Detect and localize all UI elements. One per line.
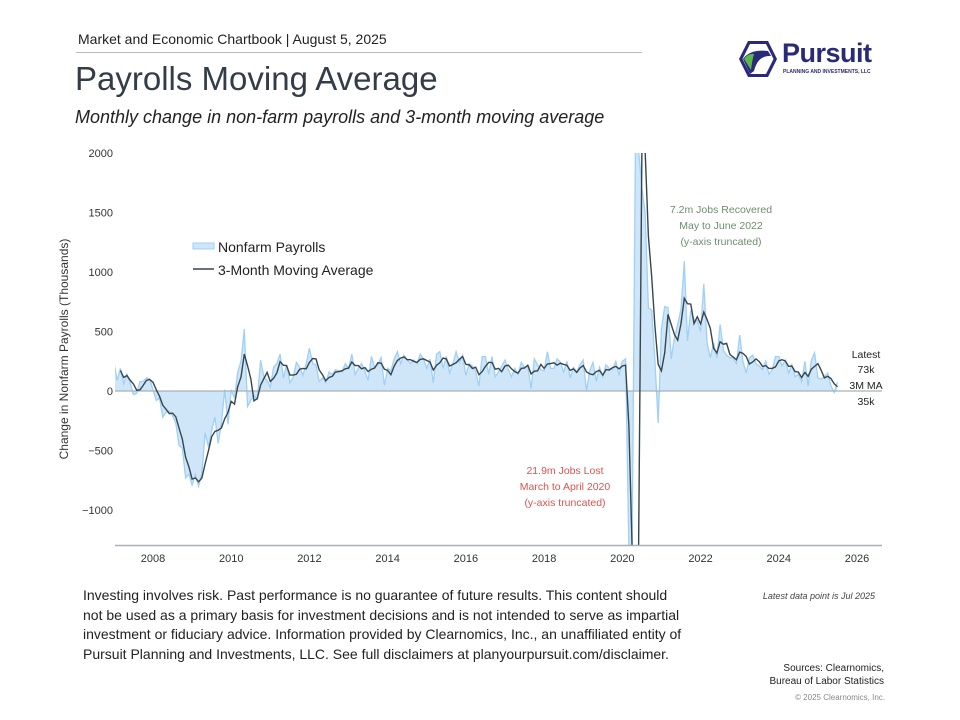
y-tick-label: −500 — [88, 446, 113, 458]
latest-data-note: Latest data point is Jul 2025 — [762, 591, 875, 601]
x-tick-label: 2014 — [375, 553, 399, 565]
legend-swatch-payrolls — [192, 242, 215, 250]
legend-label-ma: 3-Month Moving Average — [218, 262, 374, 278]
x-tick-label: 2026 — [845, 553, 869, 565]
data-points — [113, 152, 838, 546]
payrolls-chart: Change in Nonfarm Payrolls (Thousands) 2… — [57, 148, 883, 565]
annotation-lost-line2: March to April 2020 — [520, 481, 611, 493]
page-subtitle: Monthly change in non-farm payrolls and … — [75, 107, 605, 127]
header-divider — [76, 52, 642, 53]
annotation-recovered: 7.2m Jobs Recovered May to June 2022 (y-… — [670, 204, 772, 248]
x-tick-label: 2010 — [219, 553, 243, 565]
chartbook-header: Market and Economic Chartbook | August 5… — [78, 31, 387, 47]
legend-label-payrolls: Nonfarm Payrolls — [218, 239, 325, 255]
latest-value: 73k — [858, 364, 876, 376]
annotation-recovered-line1: 7.2m Jobs Recovered — [670, 204, 772, 216]
x-axis-ticks: 2008 2010 2012 2014 2016 2018 2020 2022 2024 2026 — [141, 553, 869, 565]
latest-ma-value: 35k — [858, 396, 876, 408]
legend: Nonfarm Payrolls 3-Month Moving Average — [192, 239, 374, 278]
sources-line-1: Sources: Clearnomics, — [783, 663, 884, 674]
annotation-recovered-line2: May to June 2022 — [679, 220, 763, 232]
x-tick-label: 2012 — [297, 553, 321, 565]
copyright: © 2025 Clearnomics, Inc. — [795, 693, 885, 702]
x-tick-label: 2018 — [532, 553, 556, 565]
moving-average-line — [119, 153, 838, 545]
x-tick-label: 2008 — [141, 553, 165, 565]
x-tick-label: 2022 — [688, 553, 712, 565]
y-axis-label: Change in Nonfarm Payrolls (Thousands) — [57, 239, 71, 460]
latest-values: Latest 73k 3M MA 35k — [849, 349, 882, 408]
disclaimer-text: Investing involves risk. Past performanc… — [83, 587, 682, 662]
pursuit-logo: Pursuit PLANNING AND INVESTMENTS, LLC — [738, 38, 878, 80]
y-axis-ticks: 2000 1500 1000 500 0 −500 −1000 — [82, 148, 113, 517]
latest-ma-label: 3M MA — [849, 380, 882, 392]
nonfarm-payrolls-area — [115, 153, 838, 545]
y-tick-label: −1000 — [82, 505, 113, 517]
y-tick-label: 0 — [107, 386, 113, 398]
logo-tagline: PLANNING AND INVESTMENTS, LLC — [783, 69, 871, 75]
x-tick-label: 2020 — [610, 553, 634, 565]
annotation-lost-line1: 21.9m Jobs Lost — [526, 465, 603, 477]
latest-label: Latest — [852, 349, 881, 361]
y-tick-label: 500 — [95, 327, 113, 339]
annotation-lost: 21.9m Jobs Lost March to April 2020 (y-a… — [520, 465, 611, 509]
sources: Sources: Clearnomics, Bureau of Labor St… — [700, 662, 884, 688]
y-tick-label: 1000 — [89, 267, 113, 279]
hexagon-logo-icon — [739, 41, 777, 77]
x-tick-label: 2024 — [767, 553, 791, 565]
y-tick-label: 1500 — [89, 208, 113, 220]
annotation-recovered-line3: (y-axis truncated) — [680, 236, 761, 248]
sources-line-2: Bureau of Labor Statistics — [769, 676, 884, 687]
x-tick-label: 2016 — [454, 553, 478, 565]
y-tick-label: 2000 — [89, 148, 113, 160]
page-title: Payrolls Moving Average — [75, 60, 438, 97]
annotation-lost-line3: (y-axis truncated) — [524, 497, 605, 509]
logo-name: Pursuit — [782, 38, 872, 68]
